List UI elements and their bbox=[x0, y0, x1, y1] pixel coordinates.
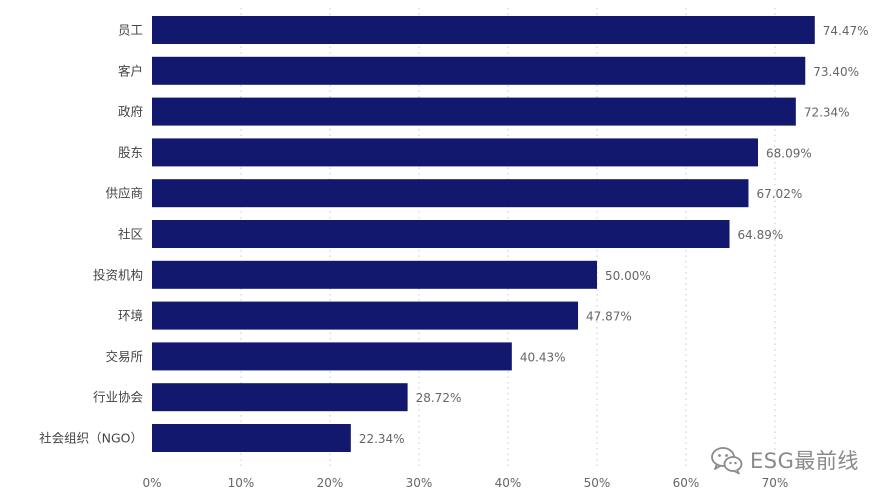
data-label: 68.09% bbox=[766, 146, 812, 160]
category-label: 交易所 bbox=[105, 349, 143, 364]
x-tick-label: 70% bbox=[762, 476, 789, 490]
value-labels: 74.47% 73.40% 72.34% 68.09% 67.02% 64.89% 50.0… bbox=[359, 24, 869, 446]
bar bbox=[152, 220, 730, 248]
category-label: 社区 bbox=[118, 227, 143, 242]
category-label: 政府 bbox=[118, 104, 143, 119]
category-label: 供应商 bbox=[105, 186, 143, 201]
category-label: 行业协会 bbox=[93, 390, 144, 405]
wechat-icon bbox=[711, 447, 743, 475]
category-label: 环境 bbox=[118, 308, 143, 323]
watermark: ESG最前线 bbox=[710, 442, 859, 478]
bar bbox=[152, 342, 512, 371]
bar bbox=[152, 56, 806, 85]
x-tick-label: 10% bbox=[228, 476, 255, 490]
x-tick-label: 0% bbox=[142, 476, 161, 490]
data-label: 22.34% bbox=[359, 432, 405, 446]
data-label: 64.89% bbox=[738, 228, 784, 242]
bar bbox=[152, 97, 796, 126]
data-label: 72.34% bbox=[804, 106, 850, 120]
bar bbox=[152, 424, 351, 452]
data-label: 40.43% bbox=[520, 350, 566, 364]
x-tick-label: 20% bbox=[317, 476, 344, 490]
category-label: 客户 bbox=[118, 63, 143, 78]
data-label: 50.00% bbox=[605, 269, 651, 283]
data-label: 28.72% bbox=[416, 391, 462, 405]
bar bbox=[152, 301, 579, 330]
x-tick-label: 30% bbox=[406, 476, 433, 490]
category-label: 员工 bbox=[118, 23, 143, 38]
bar bbox=[152, 179, 749, 208]
category-label: 股东 bbox=[118, 145, 143, 160]
bar bbox=[152, 383, 408, 412]
x-axis-ticks: 0% 10% 20% 30% 40% 50% 60% 70% bbox=[142, 476, 788, 490]
x-tick-label: 40% bbox=[495, 476, 522, 490]
data-label: 74.47% bbox=[823, 24, 869, 38]
watermark-text: ESG最前线 bbox=[750, 449, 859, 473]
data-label: 47.87% bbox=[586, 310, 632, 324]
x-tick-label: 60% bbox=[673, 476, 700, 490]
category-label: 投资机构 bbox=[93, 267, 143, 282]
data-label: 73.40% bbox=[813, 65, 859, 79]
bar bbox=[152, 260, 597, 289]
data-label: 67.02% bbox=[756, 187, 802, 201]
x-tick-label: 50% bbox=[584, 476, 611, 490]
category-label: 社会组织（NGO） bbox=[39, 431, 143, 446]
bar bbox=[152, 16, 815, 44]
bar bbox=[152, 138, 759, 167]
bars bbox=[152, 16, 815, 452]
